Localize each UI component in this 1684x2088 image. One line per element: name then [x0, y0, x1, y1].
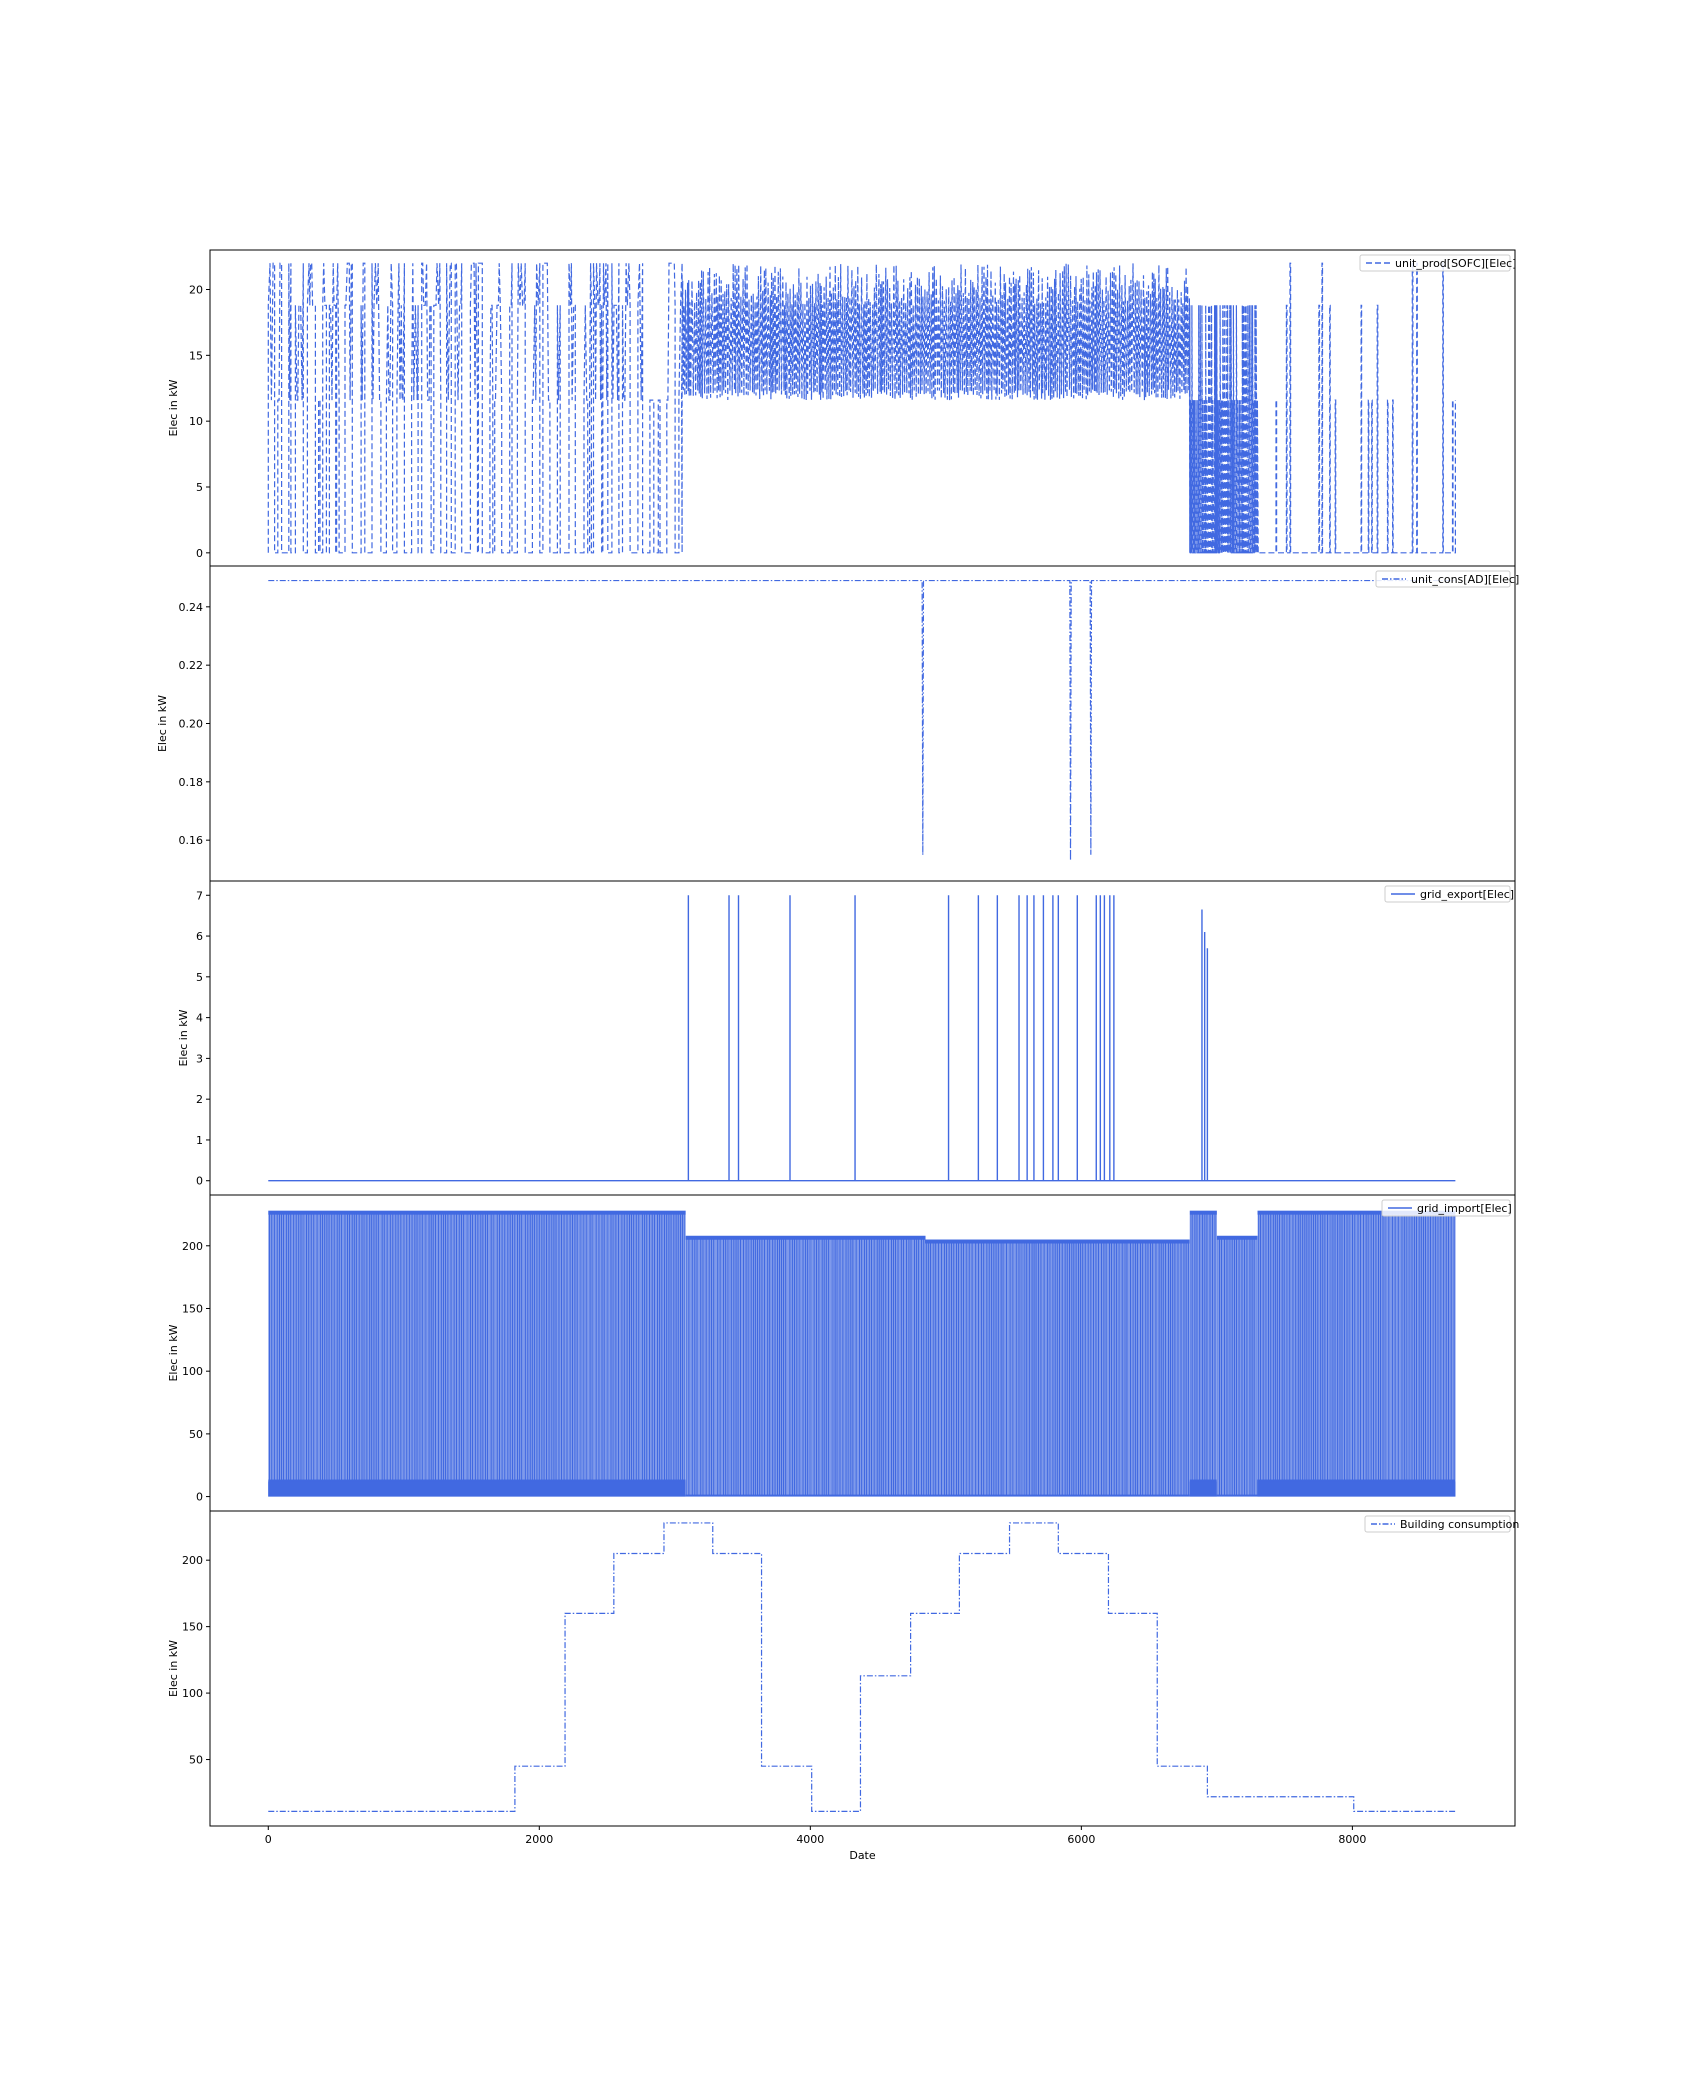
- y-tick-label: 150: [182, 1302, 203, 1315]
- subplot-unit_prod: 0 5 10 15 20 Elec in kW unit_prod[SOFC][Elec]: [167, 249, 1516, 567]
- x-axis-label: Date: [849, 1849, 876, 1862]
- y-tick-label: 150: [182, 1621, 203, 1634]
- y-tick-label: 0.22: [179, 659, 204, 672]
- x-tick-label: 0: [265, 1833, 272, 1846]
- y-axis-label: Elec in kW: [167, 1324, 180, 1381]
- axes-frame: [209, 565, 1516, 882]
- y-tick-label: 0.24: [179, 601, 204, 614]
- y-tick-label: 5: [196, 481, 203, 494]
- legend-label: unit_prod[SOFC][Elec]: [1395, 257, 1516, 270]
- legend: unit_prod[SOFC][Elec]: [1359, 254, 1516, 272]
- y-tick-label: 0.18: [179, 776, 204, 789]
- legend-label: grid_export[Elec]: [1420, 888, 1514, 901]
- grid_export-series: [268, 895, 1456, 1182]
- y-tick-label: 7: [196, 889, 203, 902]
- y-tick-label: 100: [182, 1365, 203, 1378]
- legend-box: [1381, 1199, 1511, 1217]
- x-tick-label: 6000: [1067, 1833, 1095, 1846]
- legend-label: grid_import[Elec]: [1417, 1202, 1512, 1215]
- y-tick-label: 200: [182, 1240, 203, 1253]
- x-tick-label: 2000: [525, 1833, 553, 1846]
- y-tick-label: 50: [189, 1428, 203, 1441]
- subplot-grid_export: 0 1 2 3 4 5 6 7 Elec in kW grid_export[Elec]: [177, 880, 1516, 1196]
- legend: grid_import[Elec]: [1381, 1199, 1512, 1217]
- legend-label: Building consumption: [1400, 1518, 1519, 1531]
- axes-frame: [209, 880, 1516, 1196]
- legend-box: [1384, 885, 1511, 903]
- legend-box: [1359, 254, 1511, 272]
- legend: grid_export[Elec]: [1384, 885, 1514, 903]
- y-tick-label: 6: [196, 930, 203, 943]
- import-band: [268, 1210, 686, 1497]
- import-band: [925, 1239, 1190, 1497]
- y-axis-label: Elec in kW: [156, 695, 169, 752]
- x-tick-label: 8000: [1338, 1833, 1366, 1846]
- y-tick-label: 2: [196, 1093, 203, 1106]
- y-tick-label: 100: [182, 1687, 203, 1700]
- y-tick-label: 15: [189, 349, 203, 362]
- y-tick-label: 1: [196, 1134, 203, 1147]
- y-tick-label: 5: [196, 971, 203, 984]
- y-axis-label: Elec in kW: [177, 1009, 190, 1066]
- y-tick-label: 4: [196, 1012, 203, 1025]
- y-tick-label: 50: [189, 1754, 203, 1767]
- y-tick-label: 0: [196, 1175, 203, 1188]
- legend-box: [1375, 570, 1511, 588]
- y-tick-label: 0.16: [179, 834, 204, 847]
- y-tick-label: 20: [189, 284, 203, 297]
- legend-label: unit_cons[AD][Elec]: [1411, 573, 1519, 586]
- unit_cons-series: [268, 579, 1456, 861]
- y-tick-label: 0: [196, 547, 203, 560]
- legend-box: [1364, 1515, 1511, 1533]
- import-band: [685, 1235, 926, 1497]
- y-axis-label: Elec in kW: [167, 1640, 180, 1697]
- series-line: [268, 1522, 1456, 1812]
- axes-frame: [209, 1510, 1516, 1827]
- y-tick-label: 3: [196, 1052, 203, 1065]
- subplot-grid_import: 0 50 100 150 200 Elec in kW grid_import[Elec]: [167, 1194, 1516, 1512]
- legend: Building consumption: [1364, 1515, 1519, 1533]
- x-axis: 0 2000 4000 6000 8000: [265, 1826, 1366, 1846]
- import-band: [1189, 1210, 1217, 1497]
- series-line: [267, 262, 1456, 554]
- y-tick-label: 0.20: [179, 718, 204, 731]
- y-tick-label: 200: [182, 1554, 203, 1567]
- building_consumption-series: [268, 1522, 1456, 1812]
- subplot-unit_cons: 0.16 0.18 0.20 0.22 0.24 Elec in kW unit_cons[…: [156, 565, 1519, 882]
- y-tick-label: 0: [196, 1491, 203, 1504]
- legend: unit_cons[AD][Elec]: [1375, 570, 1519, 588]
- unit_prod-series: [267, 262, 1456, 554]
- x-tick-label: 4000: [796, 1833, 824, 1846]
- grid_import-series: [268, 1210, 1456, 1497]
- y-tick-label: 10: [189, 415, 203, 428]
- y-axis-label: Elec in kW: [167, 379, 180, 436]
- subplot-building_consumption: 50 100 150 200 Elec in kW Building consumptio…: [167, 1510, 1519, 1827]
- series-line: [268, 579, 1456, 861]
